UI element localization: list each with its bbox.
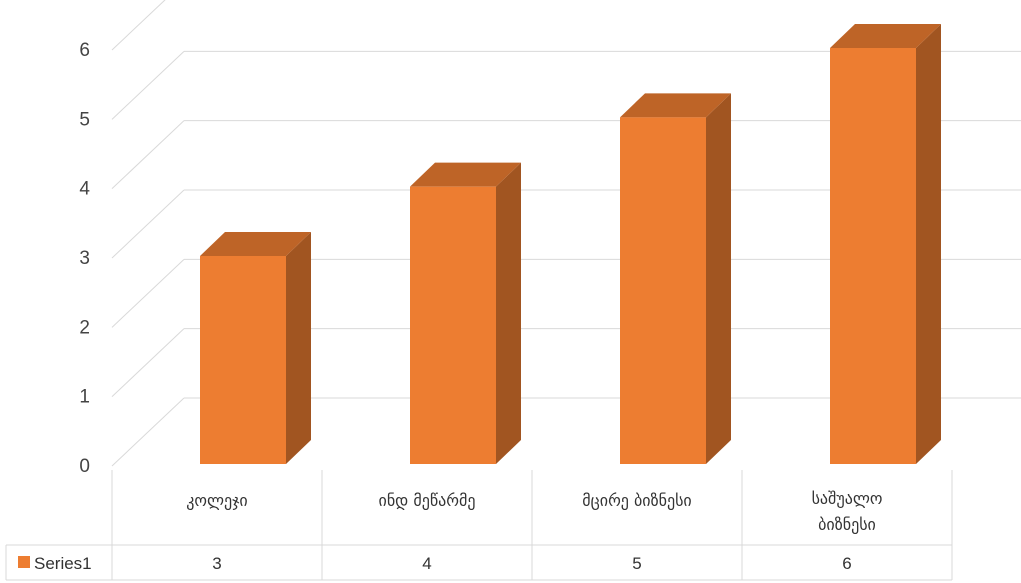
bar (830, 24, 941, 464)
gridline-side (111, 120, 185, 190)
bar (620, 93, 731, 464)
y-tick-label: 2 (79, 317, 90, 338)
chart-bars (200, 24, 941, 464)
bar-side (916, 24, 941, 464)
gridline-side (111, 397, 185, 467)
x-tick-label: კოლეჯი (186, 491, 247, 510)
data-label: 3 (212, 554, 221, 573)
y-tick-label: 6 (79, 40, 90, 61)
x-tick-label: საშუალო ბიზნესი (812, 489, 883, 534)
gridline-side (111, 328, 185, 398)
y-tick-label: 4 (79, 179, 90, 200)
bar-top (830, 24, 941, 48)
bar-front (620, 117, 706, 464)
gridline-side (111, 189, 185, 259)
series-name: Series1 (34, 554, 92, 573)
bar-front (830, 48, 916, 464)
gridline-side (111, 258, 185, 328)
bar-side (286, 232, 311, 464)
data-label: 4 (422, 554, 431, 573)
x-tick-label: ინდ მეწარმე (379, 491, 476, 510)
y-tick-label: 3 (79, 248, 90, 269)
bar-side (496, 162, 521, 464)
chart-gridlines (111, 0, 1021, 467)
x-tick-label: მცირე ბიზნესი (582, 491, 691, 510)
bar (200, 232, 311, 464)
bar-front (200, 256, 286, 464)
data-table: Series1 კოლეჯი ინდ მეწარმე მცირე ბიზნესი საშ… (5, 470, 953, 581)
gridline-side (111, 50, 185, 120)
data-label: 6 (842, 554, 851, 573)
y-tick-label: 0 (79, 456, 90, 477)
data-label: 5 (632, 554, 641, 573)
bar-front (410, 186, 496, 464)
bar-side (706, 93, 731, 464)
y-tick-label: 5 (79, 109, 90, 130)
legend-key (18, 556, 30, 568)
gridline-side (111, 0, 166, 51)
y-tick-label: 1 (79, 387, 90, 408)
y-axis: 0 1 2 3 4 5 6 (79, 40, 90, 477)
bar (410, 162, 521, 464)
bar-top (410, 162, 521, 187)
bar-top (200, 232, 311, 256)
bar-top (620, 93, 731, 118)
